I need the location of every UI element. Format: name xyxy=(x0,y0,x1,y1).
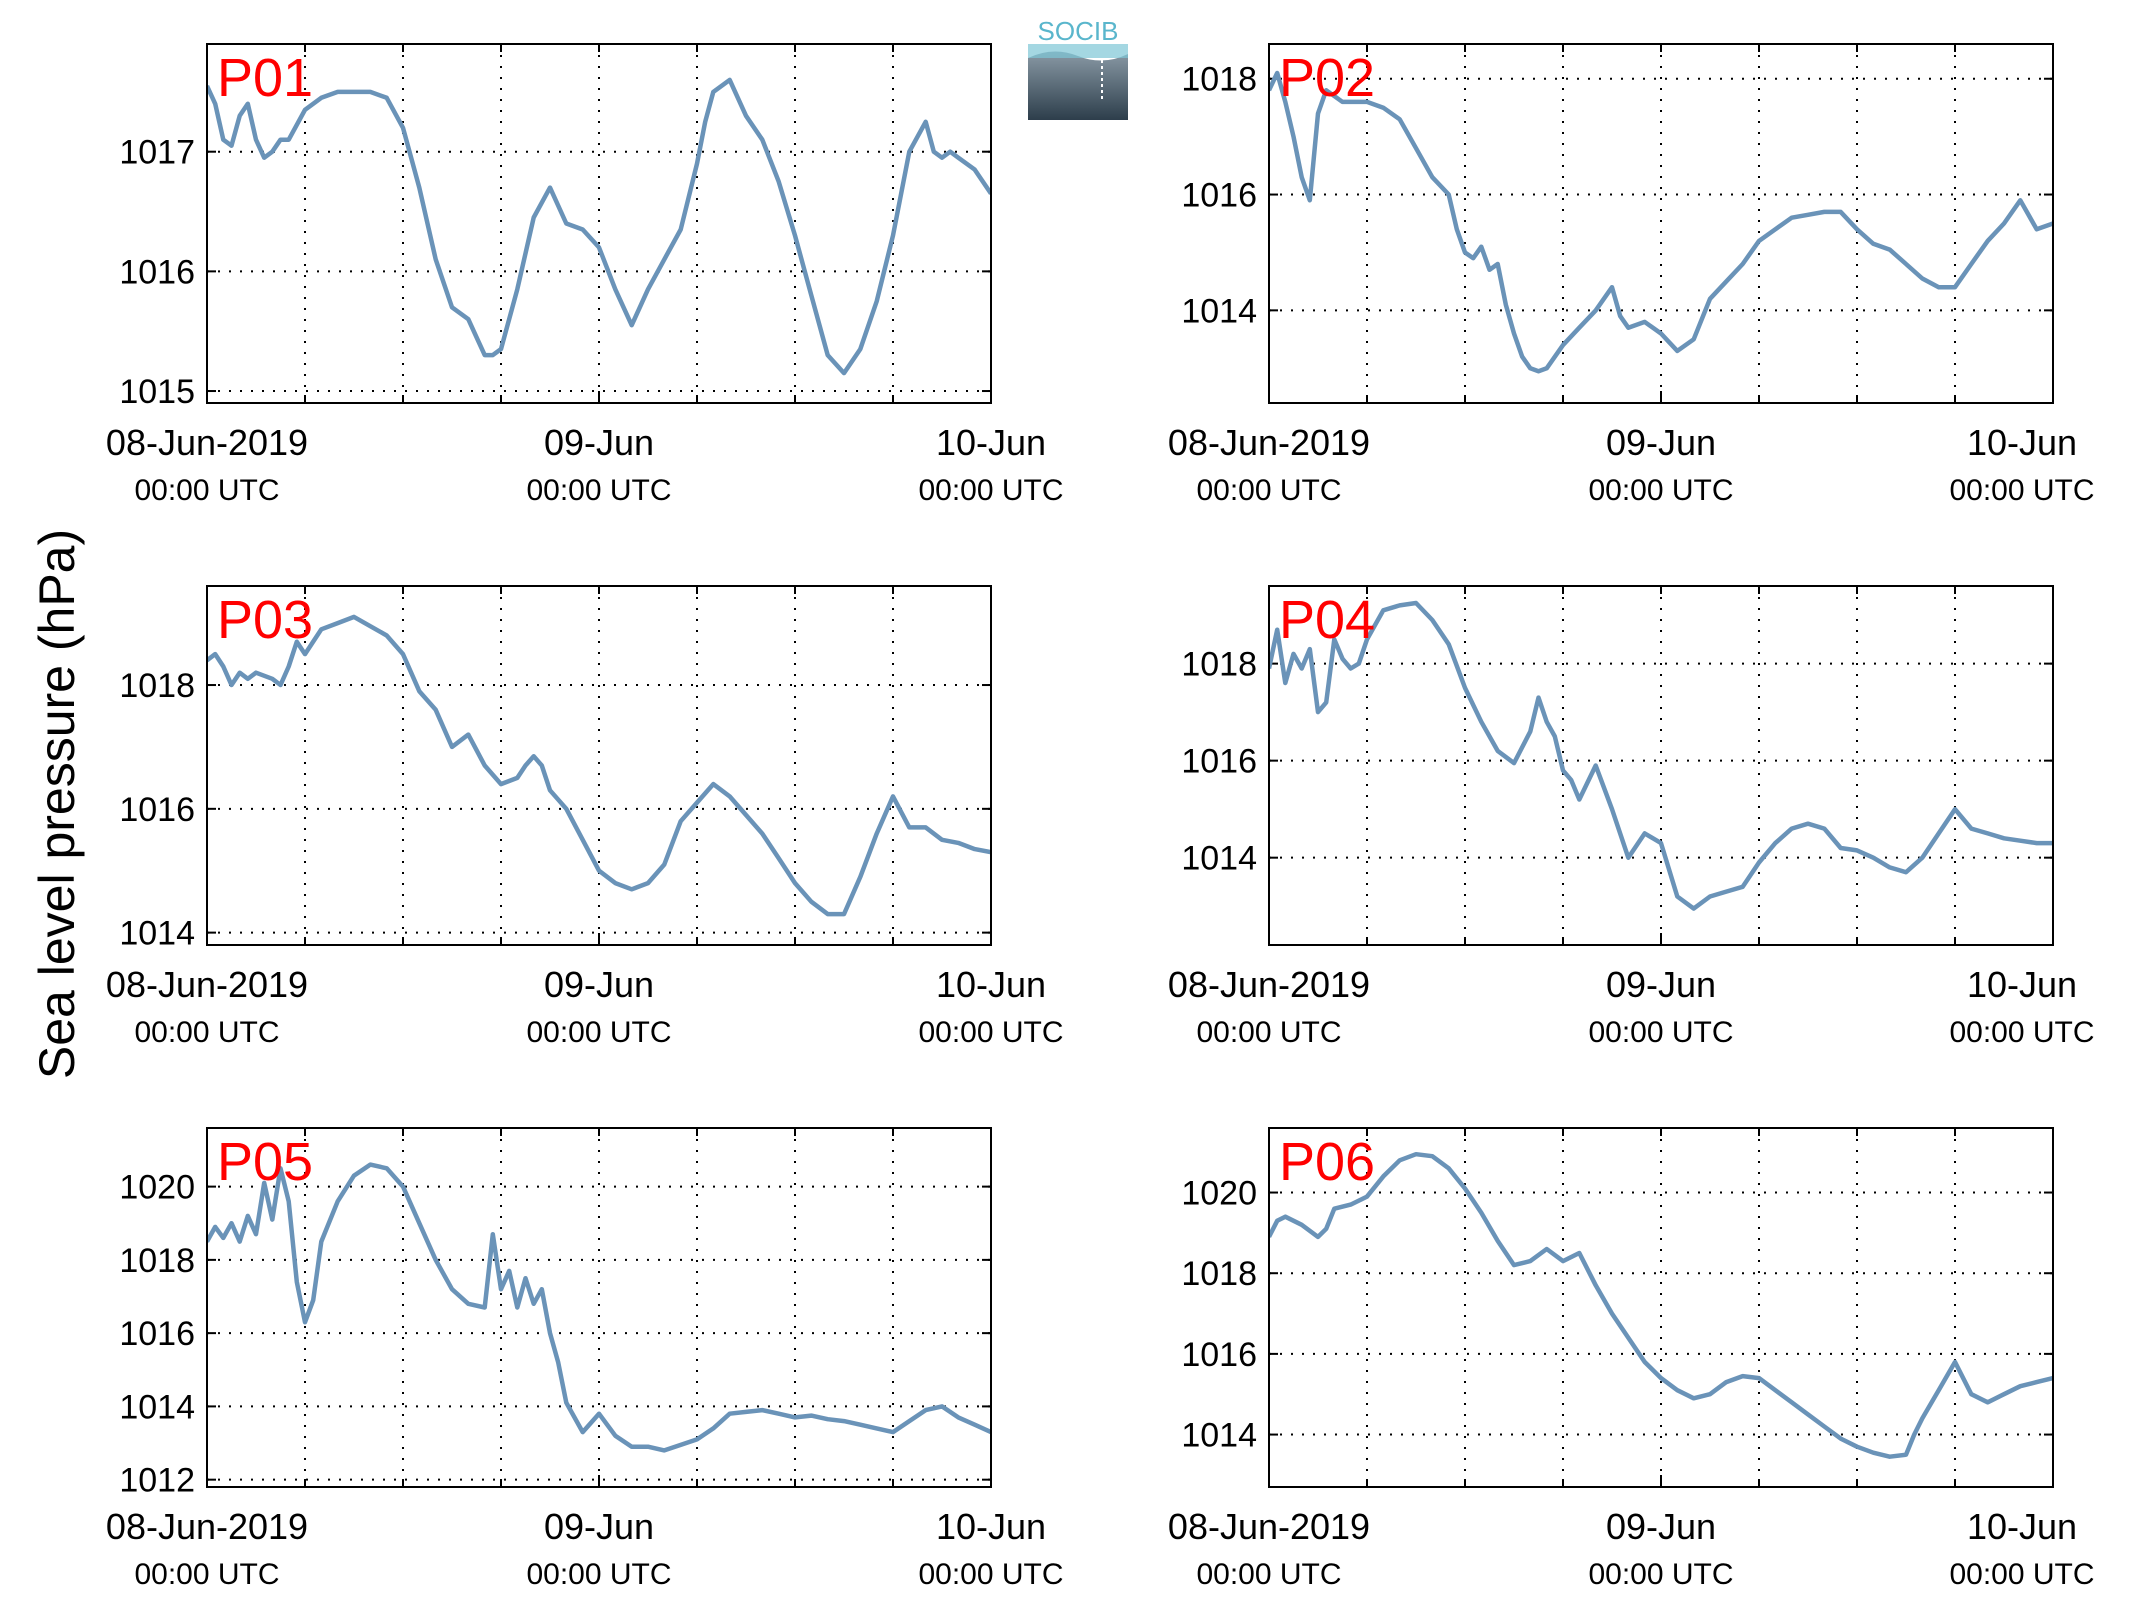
x-tick-label-date: 08-Jun-2019 xyxy=(1168,422,1370,463)
panel-p04: 1014 1016 1018 P04 08-Jun-2019 00:00 UTC 09-Ju… xyxy=(1168,585,2095,1049)
y-tick-label: 1014 xyxy=(119,915,195,953)
x-tick-label-time: 00:00 UTC xyxy=(1949,474,2094,507)
y-axis-label: Sea level pressure (hPa) xyxy=(29,529,85,1079)
axes-box xyxy=(206,585,992,946)
axes-box xyxy=(1268,1127,2054,1488)
series-line-p03 xyxy=(207,614,991,917)
x-tick-label-date: 08-Jun-2019 xyxy=(1168,964,1370,1005)
series-line-p05 xyxy=(207,1162,991,1453)
y-tick-label: 1020 xyxy=(1181,1175,1257,1213)
station-label: P02 xyxy=(1279,48,1375,108)
y-tick-label: 1018 xyxy=(119,1242,195,1280)
x-tick-label-date: 10-Jun xyxy=(936,1506,1046,1547)
x-tick-label-time: 00:00 UTC xyxy=(1949,1558,2094,1591)
station-label: P05 xyxy=(217,1132,313,1192)
panel-p03: 1014 1016 1018 P03 08-Jun-2019 00:00 UTC 09-Ju… xyxy=(106,585,1064,1049)
x-tick-label-time: 00:00 UTC xyxy=(1196,1016,1341,1049)
x-tick-label-time: 00:00 UTC xyxy=(134,1558,279,1591)
x-tick-label-date: 08-Jun-2019 xyxy=(106,1506,308,1547)
y-tick-label: 1016 xyxy=(119,1315,195,1353)
y-tick-label: 1016 xyxy=(1181,177,1257,215)
axes-box xyxy=(1268,585,2054,946)
series-line-p02 xyxy=(1269,70,2053,374)
x-tick-label-date: 09-Jun xyxy=(1606,1506,1716,1547)
x-tick-label-date: 08-Jun-2019 xyxy=(106,422,308,463)
axes-box xyxy=(1268,43,2054,404)
panel-p06: 1014 1016 1018 1020 P06 08-Jun-2019 00:00 UTC 0… xyxy=(1168,1127,2095,1591)
series-line-p01 xyxy=(207,77,991,376)
station-label: P03 xyxy=(217,590,313,650)
x-tick-label-date: 09-Jun xyxy=(1606,964,1716,1005)
station-label: P06 xyxy=(1279,1132,1375,1192)
x-tick-label-date: 09-Jun xyxy=(544,422,654,463)
y-tick-label: 1012 xyxy=(119,1462,195,1500)
x-tick-label-time: 00:00 UTC xyxy=(1588,1016,1733,1049)
y-tick-label: 1014 xyxy=(1181,1417,1257,1455)
x-tick-label-date: 10-Jun xyxy=(1967,964,2077,1005)
y-tick-label: 1016 xyxy=(1181,1336,1257,1374)
y-tick-label: 1017 xyxy=(119,134,195,172)
panel-p01: 1015 1016 1017 P01 08-Jun-2019 00:00 UTC 09-Ju… xyxy=(106,43,1064,507)
y-tick-label: 1015 xyxy=(119,373,195,411)
y-tick-label: 1016 xyxy=(1181,743,1257,781)
x-tick-label-time: 00:00 UTC xyxy=(1196,1558,1341,1591)
x-tick-label-date: 10-Jun xyxy=(936,422,1046,463)
x-tick-label-time: 00:00 UTC xyxy=(1588,1558,1733,1591)
x-tick-label-date: 09-Jun xyxy=(544,1506,654,1547)
x-tick-label-time: 00:00 UTC xyxy=(526,1558,671,1591)
station-label: P01 xyxy=(217,48,313,108)
y-axis-label-wrap: Sea level pressure (hPa) xyxy=(18,0,98,1608)
x-tick-label-time: 00:00 UTC xyxy=(918,1016,1063,1049)
x-tick-label-date: 09-Jun xyxy=(1606,422,1716,463)
y-tick-label: 1014 xyxy=(119,1388,195,1426)
y-tick-label: 1020 xyxy=(119,1169,195,1207)
x-tick-label-date: 10-Jun xyxy=(1967,1506,2077,1547)
x-tick-label-date: 09-Jun xyxy=(544,964,654,1005)
panel-p05: 1012 1014 1016 1018 1020 P05 08-Jun-2019 00:00 … xyxy=(106,1127,1064,1591)
panel-p02: 1014 1016 1018 P02 08-Jun-2019 00:00 UTC 09-Ju… xyxy=(1168,43,2095,507)
station-label: P04 xyxy=(1279,590,1375,650)
x-tick-label-time: 00:00 UTC xyxy=(526,474,671,507)
y-tick-label: 1014 xyxy=(1181,292,1257,330)
y-tick-label: 1016 xyxy=(119,253,195,291)
x-tick-label-time: 00:00 UTC xyxy=(526,1016,671,1049)
axes-box xyxy=(206,1127,992,1488)
y-tick-label: 1018 xyxy=(1181,646,1257,684)
y-tick-label: 1018 xyxy=(119,667,195,705)
x-tick-label-time: 00:00 UTC xyxy=(918,1558,1063,1591)
logo-text: SOCIB xyxy=(1038,20,1119,46)
x-tick-label-date: 10-Jun xyxy=(936,964,1046,1005)
x-tick-label-time: 00:00 UTC xyxy=(1196,474,1341,507)
x-tick-label-time: 00:00 UTC xyxy=(1588,474,1733,507)
x-tick-label-time: 00:00 UTC xyxy=(918,474,1063,507)
series-line-p04 xyxy=(1269,600,2053,911)
x-tick-label-date: 10-Jun xyxy=(1967,422,2077,463)
x-tick-label-date: 08-Jun-2019 xyxy=(106,964,308,1005)
socib-logo: SOCIB xyxy=(1028,16,1128,120)
x-tick-label-date: 08-Jun-2019 xyxy=(1168,1506,1370,1547)
x-tick-label-time: 00:00 UTC xyxy=(134,1016,279,1049)
x-tick-label-time: 00:00 UTC xyxy=(134,474,279,507)
y-tick-label: 1016 xyxy=(119,791,195,829)
y-tick-label: 1014 xyxy=(1181,840,1257,878)
panels: 1015 1016 1017 P01 08-Jun-2019 00:00 UTC 09-Ju… xyxy=(106,43,2095,1591)
y-tick-label: 1018 xyxy=(1181,61,1257,99)
x-tick-label-time: 00:00 UTC xyxy=(1949,1016,2094,1049)
series-line-p06 xyxy=(1269,1151,2053,1459)
y-tick-label: 1018 xyxy=(1181,1255,1257,1293)
